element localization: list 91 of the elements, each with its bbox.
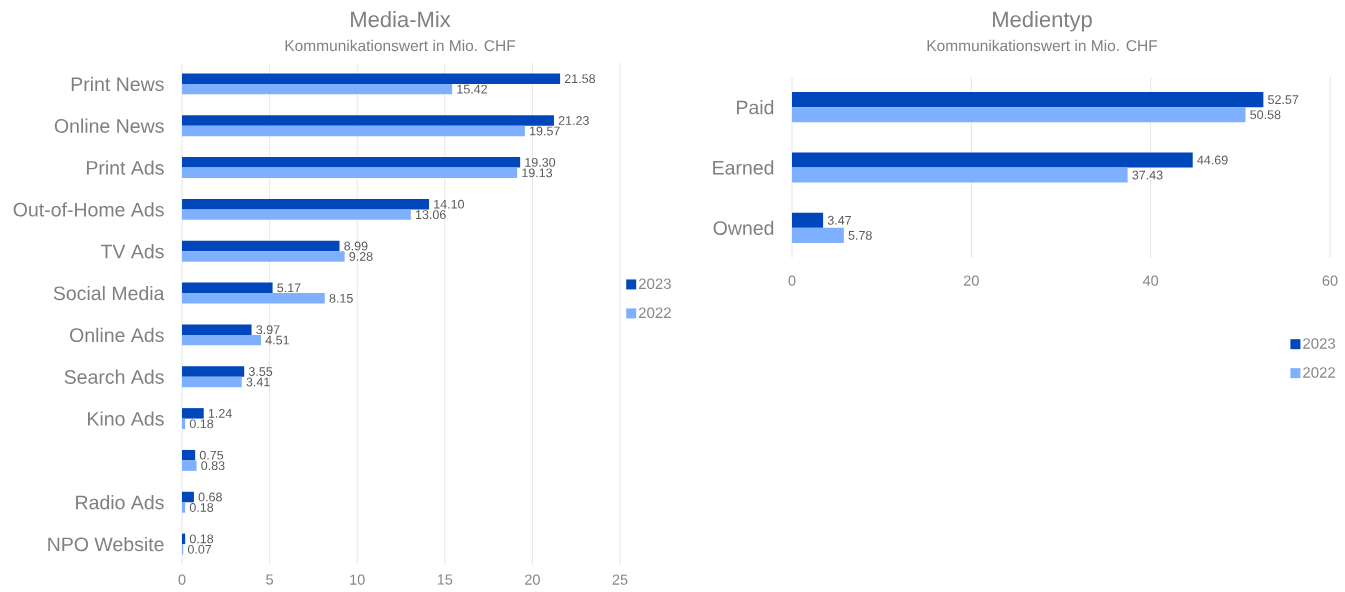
- bar: [792, 107, 1246, 123]
- data-label: 50.58: [1250, 110, 1281, 120]
- data-label: 37.43: [1132, 170, 1163, 180]
- data-label: 21.23: [558, 116, 589, 125]
- data-label: 8.15: [329, 293, 353, 303]
- y-tick-label: NPO Website: [48, 536, 164, 552]
- data-label: 8.99: [344, 241, 368, 251]
- chart-title: Media-Mix: [351, 11, 451, 28]
- data-label: 52.57: [1268, 95, 1299, 105]
- x-tick-label: 5: [266, 574, 274, 585]
- data-label: 0.18: [189, 503, 214, 512]
- data-label: 14.10: [434, 199, 465, 209]
- data-label: 0.75: [199, 450, 224, 460]
- bar: [792, 152, 1193, 168]
- data-label: 0.68: [198, 492, 222, 502]
- y-tick-label: Radio Ads: [76, 495, 164, 510]
- data-label: 44.69: [1197, 155, 1228, 165]
- data-label: 0.18: [189, 534, 214, 544]
- y-tick-label: Print News: [71, 76, 164, 92]
- bar: [182, 460, 197, 471]
- x-tick-label: 40: [1142, 275, 1159, 286]
- y-tick-label: Earned: [713, 160, 774, 175]
- x-tick-label: 60: [1322, 275, 1338, 286]
- bar: [182, 282, 273, 294]
- bar: [792, 167, 1128, 183]
- y-tick-label: Social Media: [53, 285, 165, 301]
- bar: [182, 251, 345, 262]
- bar: [792, 227, 844, 243]
- bar: [182, 167, 518, 179]
- x-tick-label: 25: [612, 574, 628, 585]
- bar: [182, 334, 262, 346]
- data-label: 19.13: [522, 168, 553, 178]
- y-tick-label: Kino Ads: [88, 411, 164, 426]
- y-tick-label: Print Ads: [86, 160, 164, 175]
- y-tick-label: TV Ads: [100, 244, 164, 259]
- chart-subtitle: Kommunikationswert in Mio. CHF: [285, 39, 516, 52]
- bar: [182, 408, 204, 419]
- bar: [182, 198, 430, 210]
- data-label: 9.28: [349, 252, 373, 261]
- data-label: 0.83: [201, 461, 225, 471]
- data-label: 13.06: [415, 210, 446, 220]
- bar: [182, 73, 561, 84]
- bar: [182, 324, 252, 335]
- data-label: 19.57: [530, 126, 560, 136]
- data-label: 4.51: [265, 335, 289, 345]
- bar: [182, 209, 411, 220]
- x-tick-label: 0: [788, 275, 796, 286]
- bar: [182, 491, 194, 503]
- data-label: 21.58: [564, 74, 596, 84]
- data-label: 15.42: [457, 84, 488, 94]
- legend-label: 2023: [638, 278, 671, 290]
- bar: [182, 240, 340, 252]
- y-tick-label: Owned: [713, 220, 774, 235]
- y-tick-label: Out-of-Home Ads: [13, 202, 164, 217]
- data-label: 5.17: [277, 283, 301, 293]
- bar: [182, 115, 554, 126]
- x-tick-label: 20: [525, 574, 540, 585]
- bar: [182, 418, 186, 430]
- y-tick-label: Search Ads: [64, 369, 164, 384]
- bar: [792, 212, 824, 228]
- bar: [182, 449, 196, 461]
- chart-subtitle: Kommunikationswert in Mio. CHF: [927, 39, 1158, 52]
- data-label: 19.30: [525, 157, 556, 167]
- bar: [182, 125, 525, 137]
- data-label: 0.18: [189, 419, 214, 429]
- y-tick-label: Paid: [737, 100, 774, 115]
- legend-label: 2022: [1303, 367, 1336, 378]
- bar: [182, 376, 242, 388]
- bar: [182, 502, 186, 513]
- y-tick-label: Online News: [54, 118, 164, 133]
- x-tick-label: 10: [350, 574, 365, 585]
- legend-label: 2022: [638, 307, 671, 319]
- data-label: 0.07: [187, 544, 212, 554]
- bar: [792, 92, 1264, 108]
- legend-label: 2023: [1303, 338, 1336, 349]
- bar: [182, 293, 325, 304]
- x-tick-label: 0: [178, 574, 186, 585]
- bar: [182, 533, 186, 545]
- x-tick-label: 20: [964, 275, 979, 286]
- data-label: 3.41: [246, 377, 270, 387]
- bar: [182, 157, 521, 168]
- bar: [182, 83, 453, 95]
- bar: [182, 366, 245, 377]
- data-label: 1.24: [208, 408, 232, 418]
- data-label: 3.97: [256, 325, 280, 335]
- y-tick-label: Online Ads: [70, 327, 164, 343]
- data-label: 3.47: [827, 215, 852, 225]
- data-label: 5.78: [848, 230, 872, 240]
- x-tick-label: 15: [437, 574, 453, 585]
- data-label: 3.55: [248, 367, 273, 376]
- chart-title: Medientyp: [993, 11, 1092, 32]
